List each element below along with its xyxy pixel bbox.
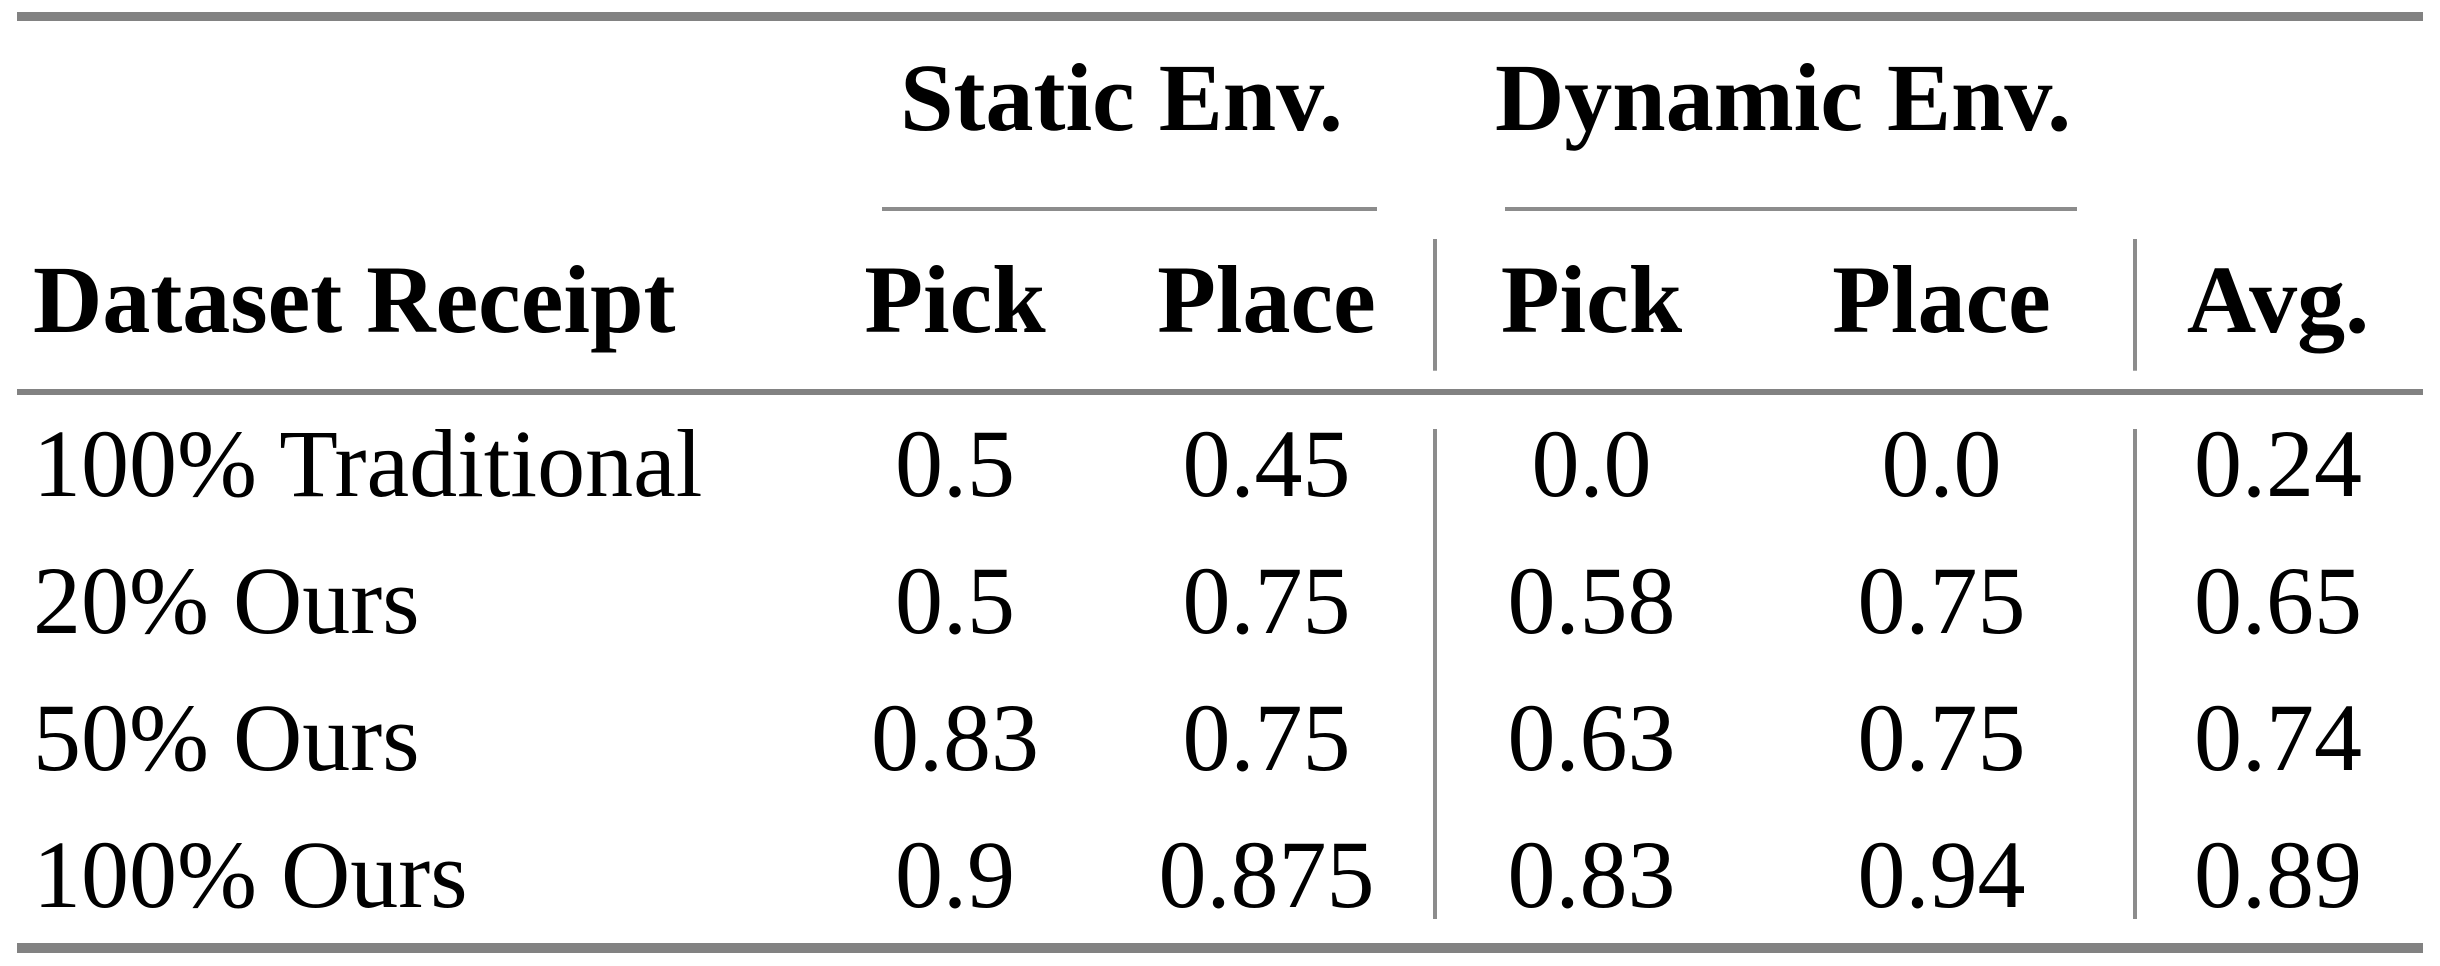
col-header-pick-dynamic: Pick <box>1433 211 1751 395</box>
cell-value: 0.75 <box>1857 683 2026 791</box>
table-header: Static Env. Dynamic Env. Dataset Receipt… <box>17 17 2424 395</box>
group-header-avg-spacer <box>2133 17 2423 212</box>
col-header-avg: Avg. <box>2133 211 2424 395</box>
cell-value: 0.83 <box>1433 806 1751 948</box>
cell-value: 0.0 <box>1881 409 2002 517</box>
group-header-dynamic-label: Dynamic Env. <box>1494 44 2072 151</box>
cell-dataset: 100% Traditional <box>33 409 703 517</box>
group-header-dynamic: Dynamic Env. <box>1433 17 2133 211</box>
cell-value: 0.75 <box>1182 683 1351 791</box>
cell-value: 0.9 <box>895 820 1015 928</box>
results-table: Static Env. Dynamic Env. Dataset Receipt… <box>17 12 2424 953</box>
cmidrule-static <box>882 207 1378 211</box>
col-header-pick-static: Pick <box>810 211 1100 395</box>
group-header-spacer <box>17 17 810 212</box>
col-header-place-dynamic: Place <box>1750 211 2134 395</box>
cell-value: 0.875 <box>1158 820 1375 928</box>
cell-value: 0.45 <box>1182 409 1351 517</box>
cell-value: 0.74 <box>2133 669 2424 806</box>
col-header-dataset: Dataset Receipt <box>17 211 810 395</box>
group-header-static-label: Static Env. <box>900 44 1343 151</box>
cell-dataset: 100% Ours <box>33 820 468 928</box>
cell-value: 0.65 <box>2133 532 2424 669</box>
cell-value: 0.24 <box>2133 392 2424 532</box>
cell-value: 0.5 <box>895 546 1015 654</box>
cell-value: 0.94 <box>1857 820 2026 928</box>
col-header-place-static: Place <box>1100 211 1434 395</box>
cell-value: 0.83 <box>871 683 1039 791</box>
group-header-static: Static Env. <box>810 17 1433 211</box>
table-row: 100% Ours 0.9 0.875 0.83 0.94 0.89 <box>17 806 2424 948</box>
table-body: 100% Traditional 0.5 0.45 0.0 0.0 0.24 20% Our… <box>17 392 2424 948</box>
table-row: 20% Ours 0.5 0.75 0.58 0.75 0.65 <box>17 532 2424 669</box>
cell-dataset: 50% Ours <box>33 683 420 791</box>
table-row: 50% Ours 0.83 0.75 0.63 0.75 0.74 <box>17 669 2424 806</box>
cmidrule-dynamic <box>1505 207 2078 211</box>
cell-value: 0.5 <box>895 409 1015 517</box>
cell-value: 0.63 <box>1433 669 1751 806</box>
cell-value: 0.75 <box>1857 546 2026 654</box>
cell-dataset: 20% Ours <box>33 546 420 654</box>
group-header-row: Static Env. Dynamic Env. <box>17 17 2423 212</box>
cell-value: 0.0 <box>1433 392 1751 532</box>
table-row: 100% Traditional 0.5 0.45 0.0 0.0 0.24 <box>17 392 2424 532</box>
cell-value: 0.58 <box>1433 532 1751 669</box>
cell-value: 0.89 <box>2133 806 2424 948</box>
column-header-row: Dataset Receipt Pick Place Pick Place Av… <box>17 211 2424 395</box>
cell-value: 0.75 <box>1182 546 1351 654</box>
